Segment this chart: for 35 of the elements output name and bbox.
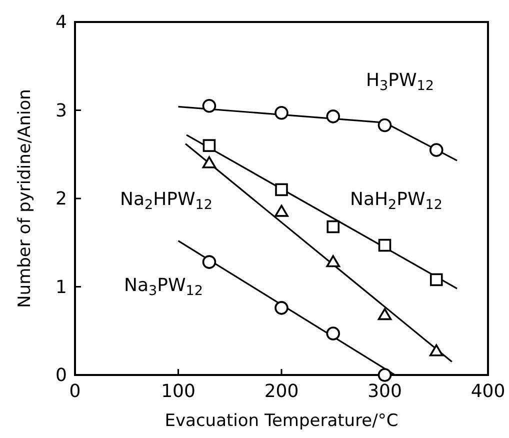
- point: [326, 220, 340, 234]
- point: [429, 344, 444, 356]
- point: [202, 156, 216, 168]
- point: [326, 110, 340, 124]
- point: [202, 98, 216, 113]
- point: [430, 273, 443, 286]
- x-tick-label: 300: [368, 381, 402, 402]
- y-tick-label: 3: [56, 100, 67, 122]
- y-tick-label: 0: [56, 365, 67, 386]
- point: [429, 143, 444, 157]
- series-label: Na$_{2}$HPW$_{12}$: [120, 189, 212, 214]
- point: [326, 326, 340, 340]
- series-label: NaH$_{2}$PW$_{12}$: [350, 189, 442, 214]
- point: [378, 368, 392, 382]
- x-tick-label: 100: [161, 381, 196, 402]
- point: [378, 238, 392, 252]
- point: [378, 118, 392, 132]
- y-tick-label: 2: [56, 188, 67, 210]
- y-tick-label: 1: [56, 276, 67, 298]
- y-tick-label: 4: [56, 12, 67, 33]
- point: [202, 139, 216, 152]
- series-label: Na$_{3}$PW$_{12}$: [124, 275, 203, 300]
- point: [202, 255, 216, 269]
- x-tick-label: 400: [470, 381, 506, 402]
- x-tick-label: 0: [69, 381, 81, 402]
- x-axis-title: Evacuation Temperature/°C: [164, 411, 398, 431]
- point: [378, 308, 392, 320]
- point: [274, 204, 288, 217]
- point: [274, 106, 288, 120]
- point: [274, 301, 288, 315]
- point: [326, 255, 340, 268]
- point: [275, 183, 288, 196]
- y-axis-title: Number of pyridine/Anion: [15, 89, 35, 308]
- series-label: H$_{3}$PW$_{12}$: [366, 70, 434, 94]
- x-tick-label: 200: [264, 381, 299, 402]
